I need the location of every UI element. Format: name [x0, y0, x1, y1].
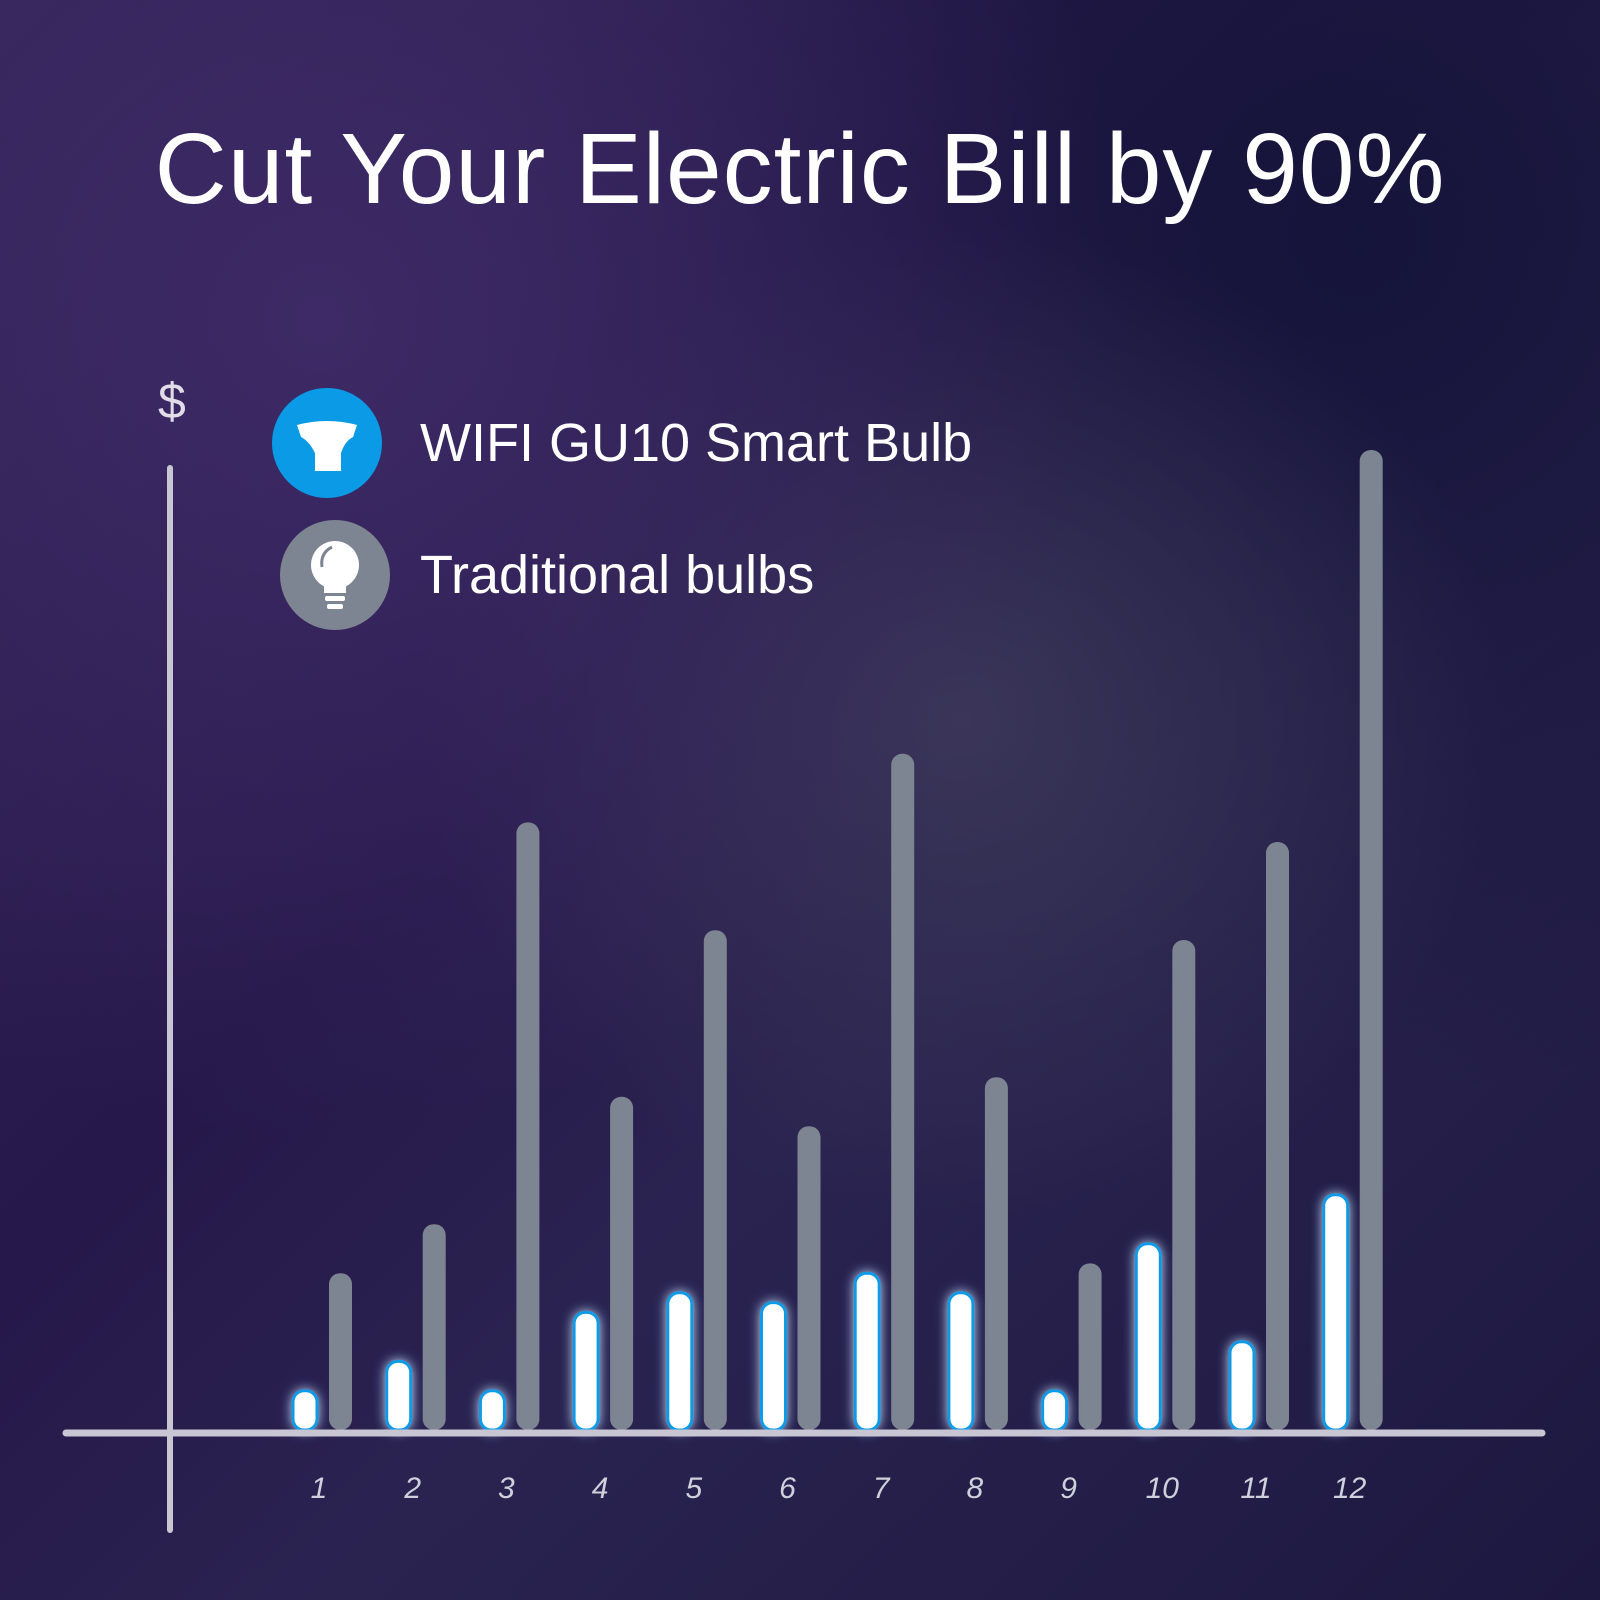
bar-traditional-2 — [422, 1224, 446, 1430]
x-tick-label: 6 — [779, 1472, 796, 1505]
lightbulb-icon — [280, 520, 390, 630]
y-axis-label: $ — [158, 373, 186, 429]
bar-smart-bulb-8 — [947, 1291, 975, 1432]
gu10-bulb-icon — [272, 388, 382, 498]
bar-smart-bulb-6 — [760, 1301, 787, 1432]
bar-traditional-12 — [1359, 450, 1383, 1430]
page-title: Cut Your Electric Bill by 90% — [154, 113, 1446, 225]
x-tick-label: 3 — [498, 1472, 515, 1505]
bar-smart-bulb-1 — [291, 1389, 319, 1432]
x-tick-label: 7 — [873, 1472, 891, 1505]
bar-traditional-10 — [1172, 940, 1196, 1430]
x-tick-label: 4 — [592, 1472, 609, 1505]
x-tick-label: 12 — [1333, 1472, 1367, 1505]
bar-traditional-5 — [703, 930, 727, 1430]
bar-smart-bulb-11 — [1228, 1340, 1256, 1432]
bar-traditional-4 — [610, 1096, 634, 1430]
bar-smart-bulb-5 — [666, 1291, 694, 1432]
bar-traditional-1 — [329, 1273, 352, 1430]
bar-traditional-9 — [1078, 1263, 1102, 1430]
bar-traditional-6 — [797, 1126, 821, 1430]
bar-traditional-8 — [984, 1077, 1008, 1430]
bar-smart-bulb-9 — [1041, 1389, 1069, 1432]
bar-smart-bulb-2 — [385, 1359, 413, 1432]
bar-smart-bulb-4 — [572, 1310, 600, 1432]
bar-traditional-3 — [516, 822, 540, 1430]
x-tick-label: 8 — [967, 1472, 984, 1505]
x-tick-label: 2 — [403, 1472, 421, 1505]
x-tick-label: 1 — [311, 1472, 328, 1505]
legend-item-smart-bulb: WIFI GU10 Smart Bulb — [272, 388, 972, 498]
legend-label: Traditional bulbs — [420, 545, 815, 605]
legend-label: WIFI GU10 Smart Bulb — [420, 413, 973, 473]
bar-traditional-7 — [891, 753, 915, 1430]
x-tick-label: 5 — [685, 1472, 702, 1505]
bar-traditional-11 — [1266, 842, 1289, 1430]
bar-smart-bulb-3 — [478, 1389, 506, 1432]
bar-smart-bulb-7 — [853, 1271, 881, 1432]
x-tick-label: 9 — [1060, 1472, 1077, 1505]
bar-smart-bulb-10 — [1134, 1242, 1162, 1432]
bar-smart-bulb-12 — [1322, 1193, 1350, 1432]
legend-item-traditional: Traditional bulbs — [280, 520, 814, 630]
x-tick-label: 10 — [1146, 1472, 1180, 1505]
x-tick-label: 11 — [1240, 1472, 1271, 1505]
